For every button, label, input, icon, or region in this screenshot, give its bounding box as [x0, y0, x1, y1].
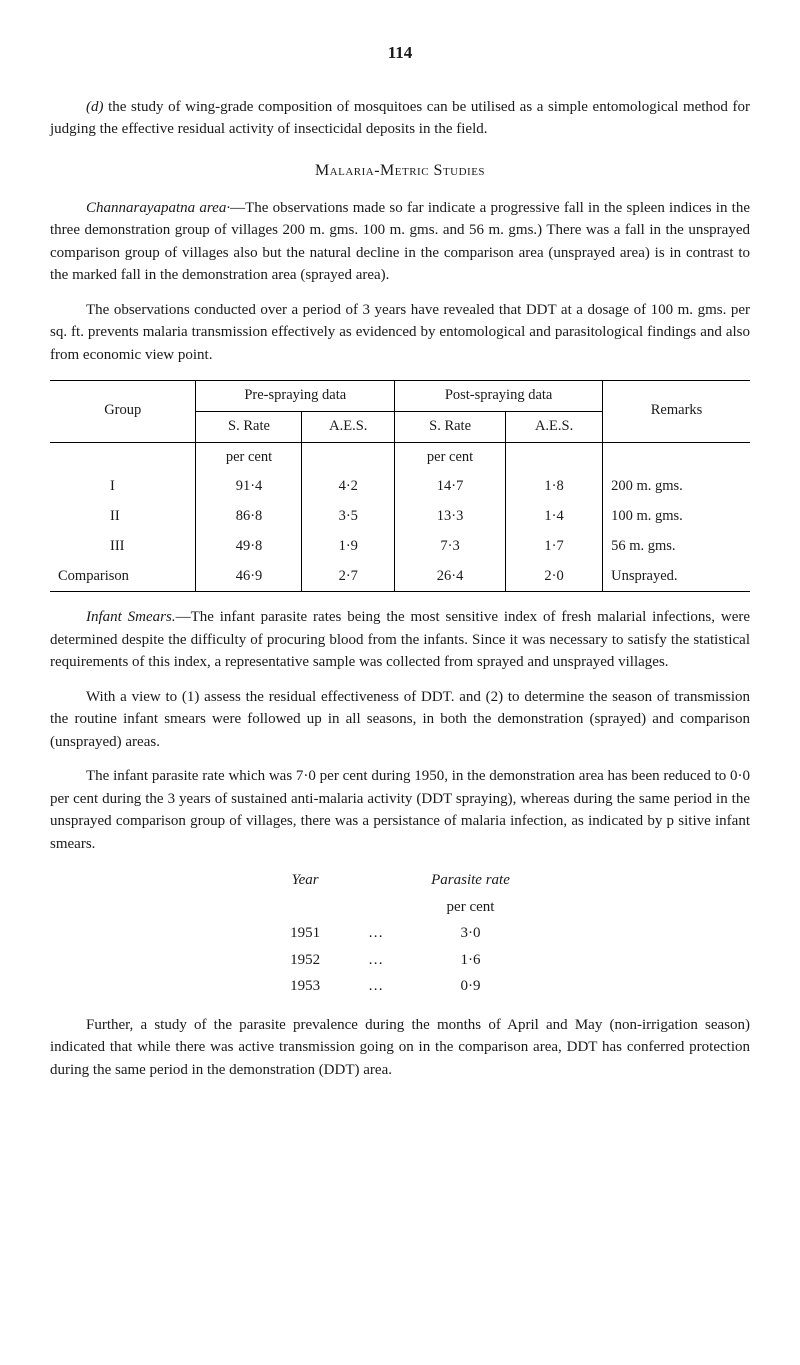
- th-year: Year: [266, 867, 344, 894]
- unit-1: per cent: [196, 442, 302, 472]
- channa-label: Channarayapatna area·: [86, 200, 230, 216]
- para-with: With a view to (1) assess the residual e…: [50, 686, 750, 754]
- cell: 1·9: [302, 532, 395, 562]
- cell-remarks: 200 m. gms.: [603, 472, 750, 502]
- cell-dots: …: [344, 947, 407, 974]
- th-group: Group: [50, 381, 196, 443]
- cell-year: 1953: [266, 973, 344, 1000]
- cell: 4·2: [302, 472, 395, 502]
- cell: 13·3: [395, 502, 506, 532]
- infant-label: Infant Smears.: [86, 609, 176, 625]
- cell: 49·8: [196, 532, 302, 562]
- cell-year: 1951: [266, 920, 344, 947]
- th-srate2: S. Rate: [395, 411, 506, 442]
- para-infant-rate: The infant parasite rate which was 7·0 p…: [50, 765, 750, 855]
- th-aes2: A.E.S.: [506, 411, 603, 442]
- spray-data-table: Group Pre-spraying data Post-spraying da…: [50, 380, 750, 592]
- cell: 1·8: [506, 472, 603, 502]
- para-d-text: the study of wing-grade composition of m…: [50, 99, 750, 138]
- cell: 2·7: [302, 562, 395, 592]
- cell: 14·7: [395, 472, 506, 502]
- cell-year: 1952: [266, 947, 344, 974]
- cell-remarks: 100 m. gms.: [603, 502, 750, 532]
- table-row: I 91·4 4·2 14·7 1·8 200 m. gms.: [50, 472, 750, 502]
- cell: 1·7: [506, 532, 603, 562]
- th-aes1: A.E.S.: [302, 411, 395, 442]
- para-infant: Infant Smears.—The infant parasite rates…: [50, 606, 750, 674]
- page-number: 114: [50, 40, 750, 66]
- cell-dots: …: [344, 973, 407, 1000]
- cell: 26·4: [395, 562, 506, 592]
- cell-group: III: [50, 532, 196, 562]
- cell: 91·4: [196, 472, 302, 502]
- parasite-row: 1951 … 3·0: [266, 920, 534, 947]
- cell: 86·8: [196, 502, 302, 532]
- table-row: Comparison 46·9 2·7 26·4 2·0 Unsprayed.: [50, 562, 750, 592]
- cell: 2·0: [506, 562, 603, 592]
- para-d: (d) the study of wing-grade composition …: [50, 96, 750, 141]
- heading-metric: Malaria-Metric Studies: [50, 159, 750, 183]
- cell-rate: 3·0: [407, 920, 534, 947]
- cell: 46·9: [196, 562, 302, 592]
- cell-remarks: Unsprayed.: [603, 562, 750, 592]
- para-observ: The observations conducted over a period…: [50, 299, 750, 367]
- cell-group: I: [50, 472, 196, 502]
- cell-group: II: [50, 502, 196, 532]
- para-further: Further, a study of the parasite prevale…: [50, 1014, 750, 1082]
- item-d-label: (d): [86, 99, 104, 115]
- table-row: II 86·8 3·5 13·3 1·4 100 m. gms.: [50, 502, 750, 532]
- parasite-row: 1952 … 1·6: [266, 947, 534, 974]
- th-rate: Parasite rate: [407, 867, 534, 894]
- para-channa: Channarayapatna area·—The observations m…: [50, 197, 750, 287]
- parasite-table: Year Parasite rate per cent 1951 … 3·0 1…: [266, 867, 534, 1000]
- th-pre: Pre-spraying data: [196, 381, 395, 412]
- unit-2: per cent: [395, 442, 506, 472]
- th-remarks: Remarks: [603, 381, 750, 443]
- cell-rate: 1·6: [407, 947, 534, 974]
- cell-rate: 0·9: [407, 973, 534, 1000]
- cell: 3·5: [302, 502, 395, 532]
- cell-dots: …: [344, 920, 407, 947]
- table-row: III 49·8 1·9 7·3 1·7 56 m. gms.: [50, 532, 750, 562]
- unit: per cent: [407, 894, 534, 921]
- cell-remarks: 56 m. gms.: [603, 532, 750, 562]
- cell: 7·3: [395, 532, 506, 562]
- th-post: Post-spraying data: [395, 381, 603, 412]
- cell-group: Comparison: [50, 562, 196, 592]
- th-srate1: S. Rate: [196, 411, 302, 442]
- cell: 1·4: [506, 502, 603, 532]
- parasite-row: 1953 … 0·9: [266, 973, 534, 1000]
